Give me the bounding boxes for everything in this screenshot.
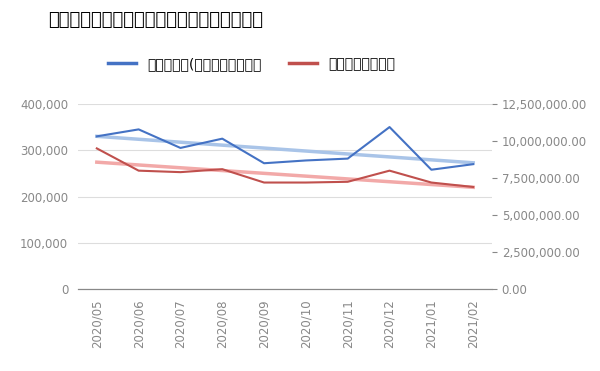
- Text: ホームセンターの商品販売額と来訪数の推移: ホームセンターの商品販売額と来訪数の推移: [48, 11, 263, 29]
- Legend: 商品販売額(百万円、左縦軸）, 来訪数（右縦軸）: 商品販売額(百万円、左縦軸）, 来訪数（右縦軸）: [103, 52, 401, 76]
